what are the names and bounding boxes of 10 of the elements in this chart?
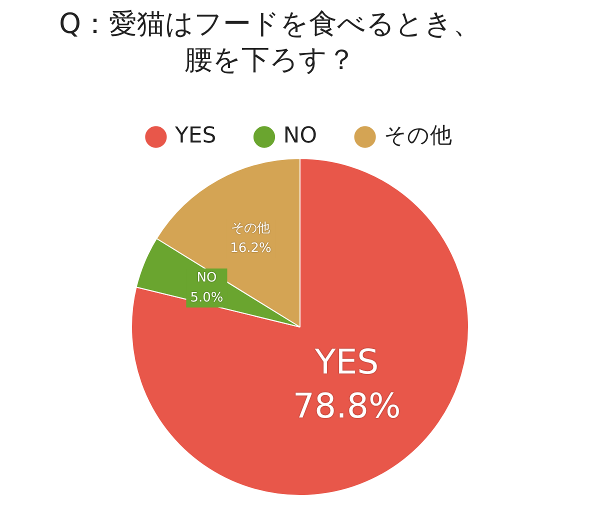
data-label: 16.2%	[230, 241, 272, 256]
legend-label: NO	[283, 124, 318, 149]
data-label: 78.8%	[292, 386, 401, 426]
chart-title: Q：愛猫はフードを食べるとき、腰を下ろす？	[58, 6, 482, 78]
slice-label: NO	[196, 270, 217, 286]
legend-label: その他	[384, 124, 452, 149]
slice-label: YES	[314, 342, 379, 382]
legend-label: YES	[174, 124, 216, 149]
slice-label: その他	[231, 221, 270, 236]
data-label: 5.0%	[190, 290, 224, 306]
